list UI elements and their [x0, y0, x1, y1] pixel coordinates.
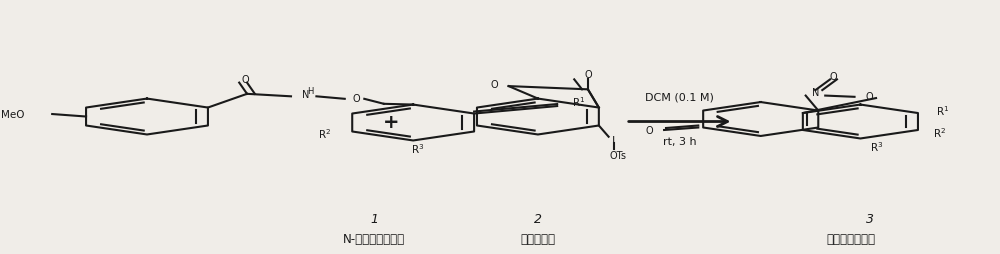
Text: R$^1$: R$^1$: [572, 95, 585, 108]
Text: 新型螺环化合物: 新型螺环化合物: [826, 232, 875, 245]
Text: N-苄氧基苯甲酰胺: N-苄氧基苯甲酰胺: [343, 232, 405, 245]
Text: 1: 1: [370, 212, 378, 225]
Text: R$^3$: R$^3$: [411, 141, 425, 155]
Text: 3: 3: [866, 212, 874, 225]
Text: MeO: MeO: [1, 109, 25, 120]
Text: O: O: [241, 75, 249, 85]
Text: DCM (0.1 M): DCM (0.1 M): [645, 92, 714, 102]
Text: O: O: [865, 91, 873, 101]
Text: 2: 2: [534, 212, 542, 225]
Text: R$^2$: R$^2$: [318, 126, 331, 140]
Text: O: O: [829, 71, 837, 81]
Text: O: O: [584, 70, 592, 80]
Text: N: N: [302, 90, 309, 100]
Text: O: O: [490, 79, 498, 89]
Text: O: O: [353, 93, 360, 103]
Text: H: H: [307, 86, 314, 95]
Text: O: O: [646, 125, 653, 135]
Text: I: I: [612, 136, 615, 146]
Text: N: N: [812, 87, 819, 98]
Text: R$^2$: R$^2$: [933, 126, 946, 140]
Text: OTs: OTs: [610, 151, 627, 161]
Text: R$^3$: R$^3$: [870, 139, 884, 153]
Text: rt, 3 h: rt, 3 h: [663, 137, 696, 147]
Text: 高价碘试剂: 高价碘试剂: [520, 232, 555, 245]
Text: +: +: [383, 113, 400, 132]
Text: R$^1$: R$^1$: [936, 104, 949, 118]
